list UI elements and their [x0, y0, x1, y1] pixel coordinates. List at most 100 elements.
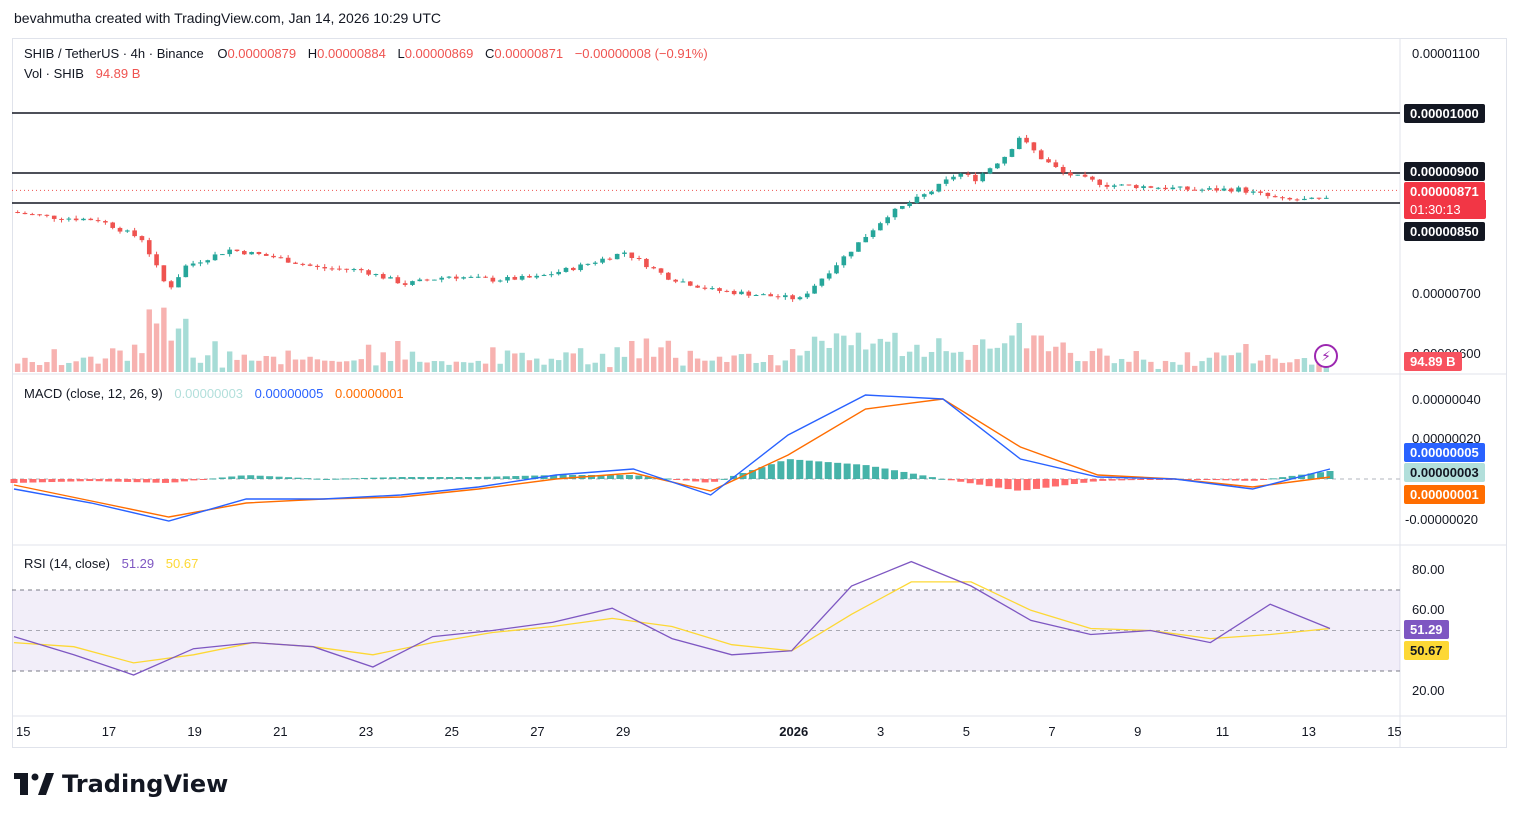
- macd-histogram-bar: [436, 477, 444, 479]
- volume-bar: [1243, 344, 1249, 372]
- volume-bar: [146, 309, 152, 372]
- candle-body: [373, 274, 379, 276]
- macd-label[interactable]: MACD (close, 12, 26, 9): [24, 386, 163, 401]
- candle-body: [103, 221, 108, 223]
- macd-histogram-bar: [1203, 479, 1211, 480]
- macd-histogram-bar: [1146, 479, 1154, 480]
- volume-badge: 94.89 B: [1404, 352, 1462, 371]
- candle-body: [1199, 189, 1205, 191]
- macd-histogram-bar: [228, 476, 236, 479]
- candle-body: [66, 218, 72, 220]
- time-tick: 25: [444, 724, 459, 739]
- macd-histogram-bar: [143, 479, 151, 483]
- candle-body: [790, 295, 795, 300]
- candle-body: [870, 230, 876, 237]
- candle-body: [1060, 166, 1066, 173]
- macd-legend: MACD (close, 12, 26, 9) 0.00000003 0.000…: [24, 386, 408, 401]
- macd-histogram-bar: [862, 465, 870, 479]
- symbol-label[interactable]: SHIB / TetherUS · 4h · Binance: [24, 46, 204, 61]
- lightning-icon[interactable]: ⚡: [1314, 344, 1338, 368]
- candle-body: [176, 277, 181, 288]
- volume-bar: [848, 345, 854, 372]
- volume-bar: [497, 363, 503, 372]
- macd-histogram-bar: [1269, 478, 1277, 480]
- candle-body: [907, 202, 912, 207]
- time-tick: 15: [1387, 724, 1402, 739]
- candle-body: [146, 240, 152, 255]
- volume-bar: [658, 347, 664, 372]
- volume-bar: [402, 359, 408, 372]
- candle-body: [687, 281, 693, 286]
- volume-legend: Vol · SHIB 94.89 B: [24, 66, 144, 81]
- volume-bar: [139, 353, 145, 372]
- macd-histogram-bar: [597, 475, 605, 479]
- candle-body: [943, 179, 949, 184]
- volume-bar: [987, 348, 993, 372]
- volume-bar: [643, 338, 650, 372]
- time-tick: 21: [273, 724, 288, 739]
- volume-bar: [592, 362, 598, 372]
- candle-body: [819, 278, 825, 286]
- candle-body: [1097, 179, 1102, 185]
- candle-body: [1119, 184, 1124, 186]
- volume-bar: [1001, 343, 1008, 372]
- macd-histogram-bar: [1033, 479, 1041, 489]
- macd-histogram-bar: [758, 467, 766, 479]
- volume-bar: [519, 352, 525, 372]
- macd-histogram-bar: [1118, 479, 1126, 481]
- macd-histogram-bar: [692, 479, 700, 482]
- macd-histogram-bar: [1222, 479, 1230, 481]
- macd-histogram-bar: [947, 479, 955, 481]
- macd-histogram-bar: [10, 479, 18, 483]
- current-price-badge: 0.00000871: [1404, 182, 1485, 201]
- macd-histogram-bar: [881, 468, 889, 479]
- candle-body: [37, 214, 42, 216]
- volume-bar: [1309, 364, 1315, 372]
- volume-bar: [292, 359, 299, 372]
- candle-body: [614, 253, 620, 260]
- volume-bar: [1206, 357, 1213, 372]
- macd-histogram-bar: [909, 473, 917, 479]
- volume-bar: [365, 344, 372, 372]
- volume-bar: [1023, 348, 1030, 372]
- time-tick: 23: [358, 724, 374, 739]
- macd-histogram-bar: [360, 477, 368, 479]
- volume-bar: [1192, 365, 1198, 372]
- macd-histogram-bar: [900, 471, 908, 479]
- candle-body: [424, 279, 430, 281]
- candle-body: [1294, 199, 1300, 201]
- volume-bar: [453, 361, 460, 372]
- candle-body: [527, 275, 532, 278]
- candle-body: [1287, 197, 1293, 200]
- candle-body: [81, 218, 86, 221]
- volume-bar: [1009, 335, 1015, 372]
- macd-histogram-bar: [588, 475, 596, 479]
- volume-bar: [1265, 354, 1271, 372]
- volume-bar: [1104, 355, 1110, 372]
- candle-body: [900, 206, 905, 209]
- candle-body: [468, 276, 474, 278]
- volume-bar: [753, 362, 759, 372]
- candle-body: [863, 236, 869, 243]
- volume-bar: [906, 351, 913, 372]
- volume-bar: [270, 356, 277, 372]
- macd-histogram-bar: [322, 478, 330, 480]
- volume-bar: [928, 351, 935, 372]
- macd-histogram-bar: [1051, 479, 1059, 487]
- chart-frame[interactable]: [12, 38, 1507, 748]
- candle-body: [271, 255, 276, 258]
- candle-body: [753, 294, 759, 296]
- macd-line: [13, 394, 1331, 522]
- candle-body: [402, 283, 408, 285]
- macd-histogram-bar: [237, 475, 245, 479]
- candle-body: [344, 268, 349, 270]
- macd-histogram-bar: [152, 479, 160, 483]
- time-tick: 13: [1301, 724, 1316, 739]
- volume-label[interactable]: Vol · SHIB: [24, 66, 84, 81]
- volume-bar: [855, 332, 862, 372]
- rsi-label[interactable]: RSI (14, close): [24, 556, 110, 571]
- volume-bar: [797, 355, 803, 372]
- volume-bar: [804, 350, 810, 372]
- candle-body: [1082, 174, 1088, 177]
